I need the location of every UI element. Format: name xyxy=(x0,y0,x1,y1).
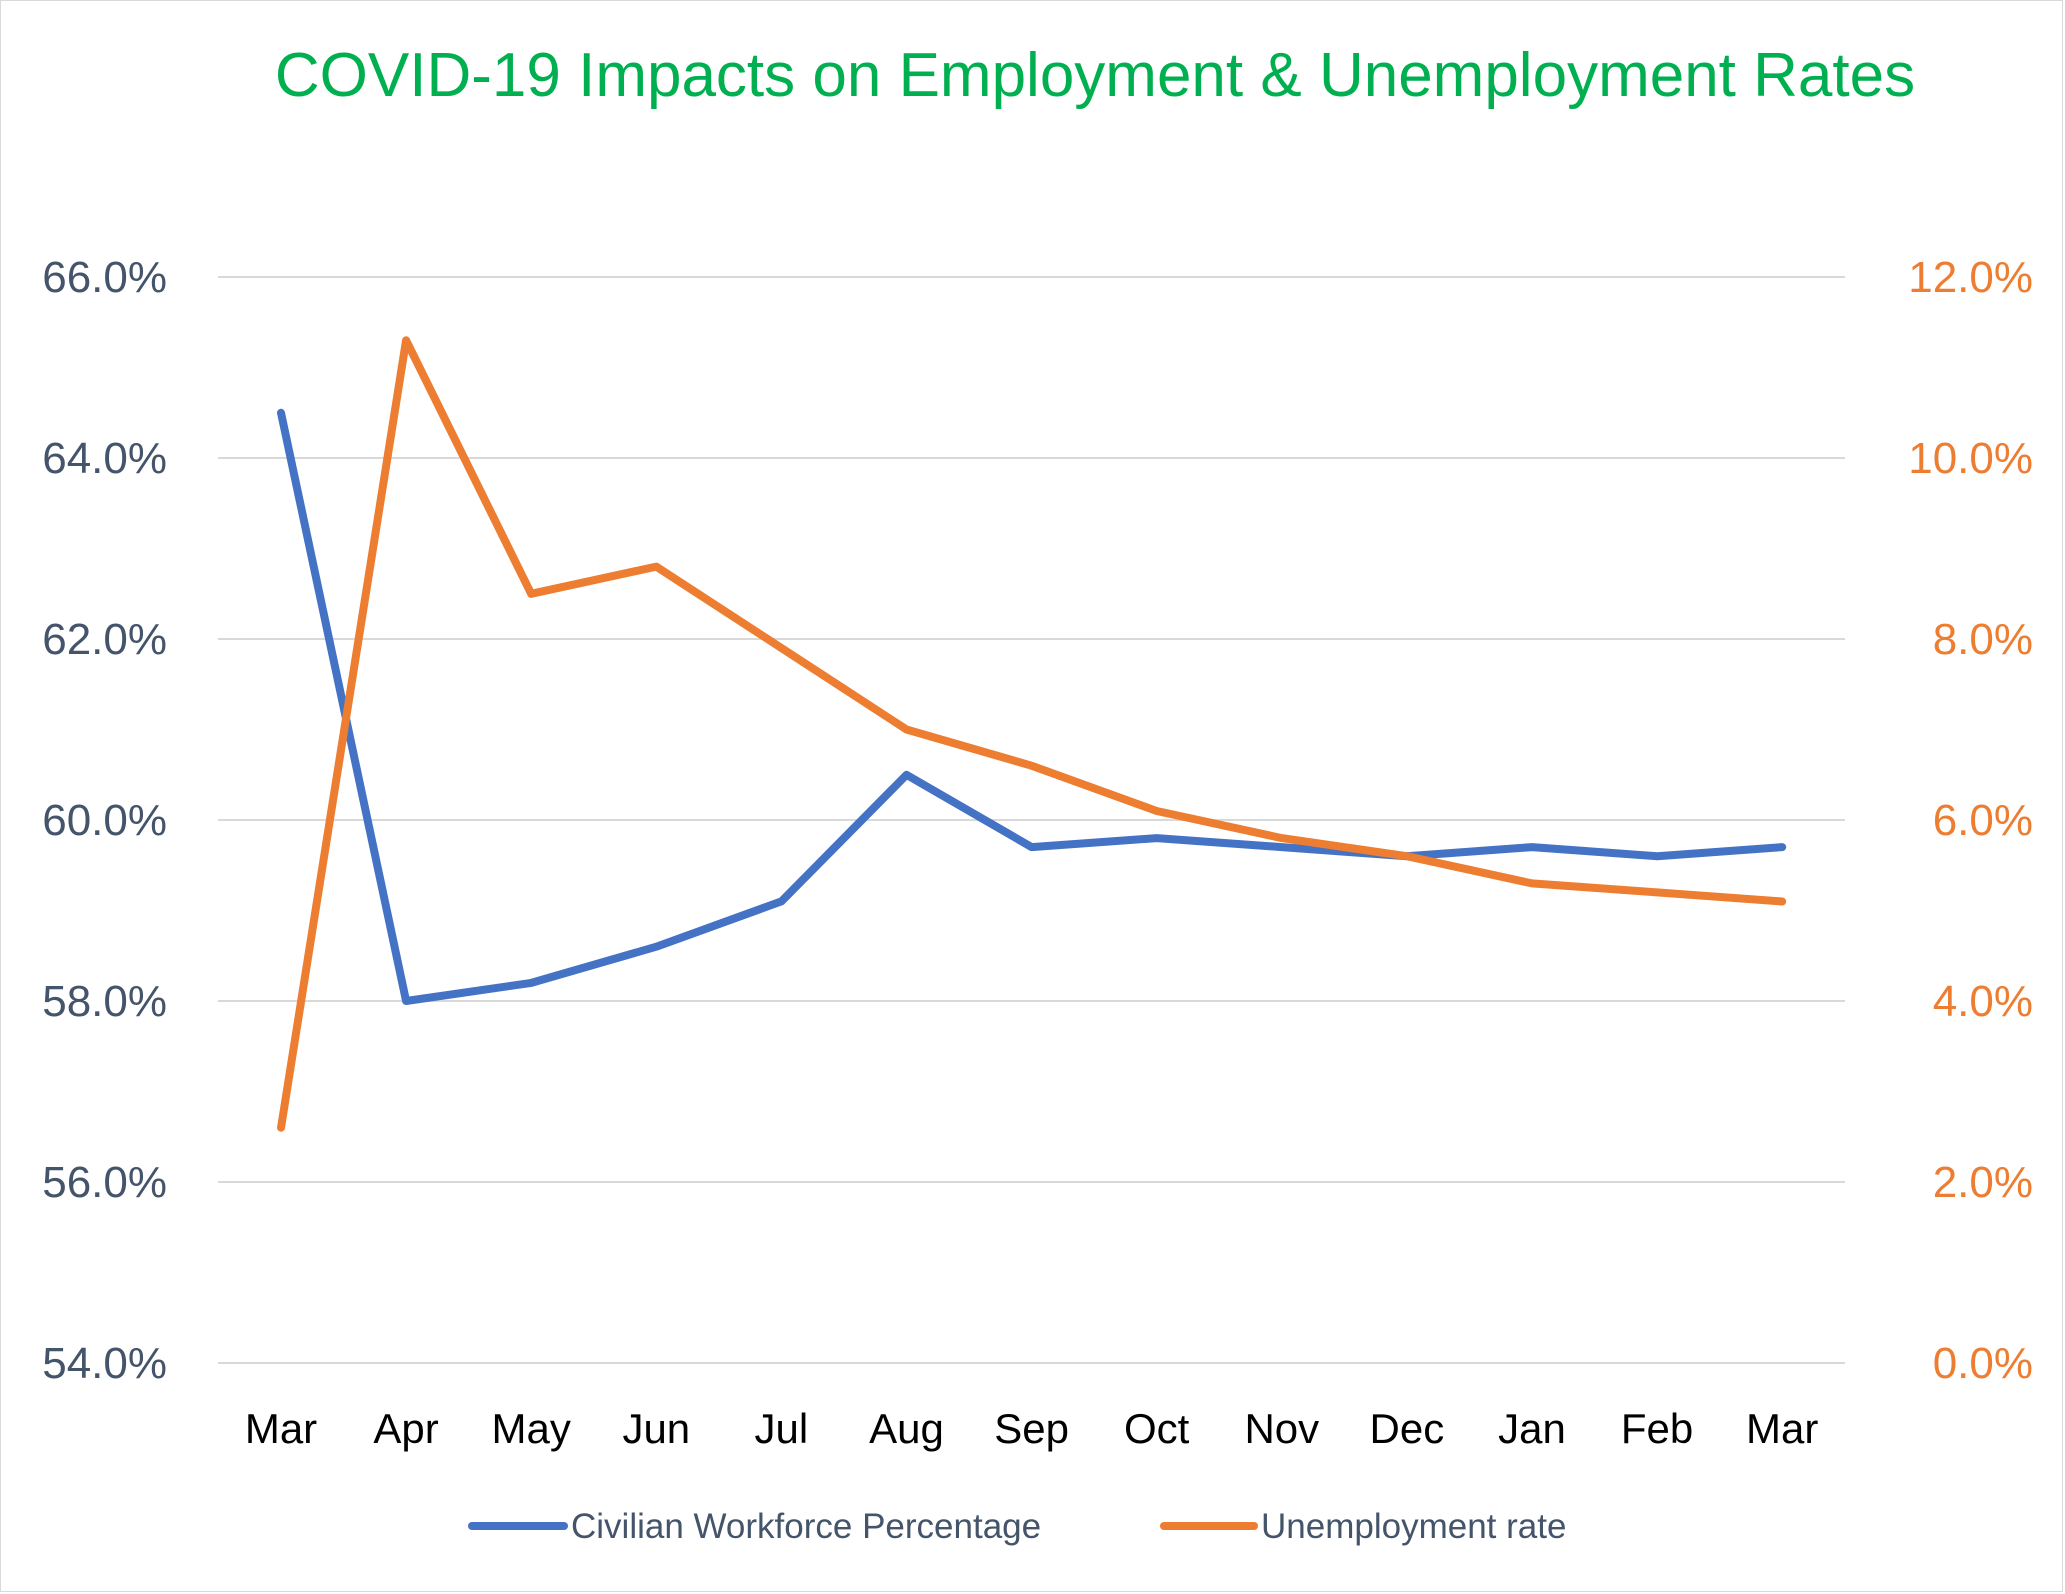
x-tick-label: Sep xyxy=(994,1405,1069,1452)
left-tick-label: 54.0% xyxy=(42,1339,167,1388)
x-tick-label: Oct xyxy=(1124,1405,1190,1452)
right-tick-label: 0.0% xyxy=(1933,1339,2033,1388)
series-layer xyxy=(277,336,1787,1132)
x-axis-ticks: Mar Apr May Jun Jul Aug Sep Oct Nov Dec Jan Feb Mar xyxy=(245,1405,1819,1452)
right-tick-label: 2.0% xyxy=(1933,1158,2033,1207)
legend: Civilian Workforce Percentage Unemploymen… xyxy=(468,1507,1566,1546)
left-tick-label: 56.0% xyxy=(42,1158,167,1207)
right-axis-ticks: 0.0% 2.0% 4.0% 6.0% 8.0% 10.0% 12.0% xyxy=(1908,253,2033,1388)
x-tick-label: Apr xyxy=(373,1405,438,1452)
x-tick-label: May xyxy=(492,1405,571,1452)
left-tick-label: 64.0% xyxy=(42,434,167,483)
right-tick-label: 4.0% xyxy=(1933,977,2033,1026)
right-tick-label: 10.0% xyxy=(1908,434,2033,483)
x-tick-label: Mar xyxy=(1746,1405,1818,1452)
x-tick-label: Aug xyxy=(869,1405,944,1452)
x-tick-label: Jun xyxy=(622,1405,690,1452)
series-line-1 xyxy=(277,408,1787,1005)
x-tick-label: Feb xyxy=(1621,1405,1693,1452)
gridlines xyxy=(218,276,1845,1364)
chart-title: COVID-19 Impacts on Employment & Unemplo… xyxy=(274,41,1916,110)
left-tick-label: 62.0% xyxy=(42,615,167,664)
x-tick-label: Nov xyxy=(1244,1405,1319,1452)
x-tick-label: Dec xyxy=(1370,1405,1445,1452)
left-tick-label: 58.0% xyxy=(42,977,167,1026)
x-tick-label: Jul xyxy=(755,1405,809,1452)
right-tick-label: 12.0% xyxy=(1908,253,2033,302)
right-tick-label: 6.0% xyxy=(1933,796,2033,845)
left-tick-label: 60.0% xyxy=(42,796,167,845)
left-tick-label: 66.0% xyxy=(42,253,167,302)
left-axis-ticks: 54.0% 56.0% 58.0% 60.0% 62.0% 64.0% 66.0% xyxy=(42,253,167,1388)
right-tick-label: 8.0% xyxy=(1933,615,2033,664)
x-tick-label: Jan xyxy=(1498,1405,1566,1452)
x-tick-label: Mar xyxy=(245,1405,317,1452)
legend-label-1: Civilian Workforce Percentage xyxy=(571,1507,1041,1546)
legend-label-2: Unemployment rate xyxy=(1261,1507,1566,1546)
